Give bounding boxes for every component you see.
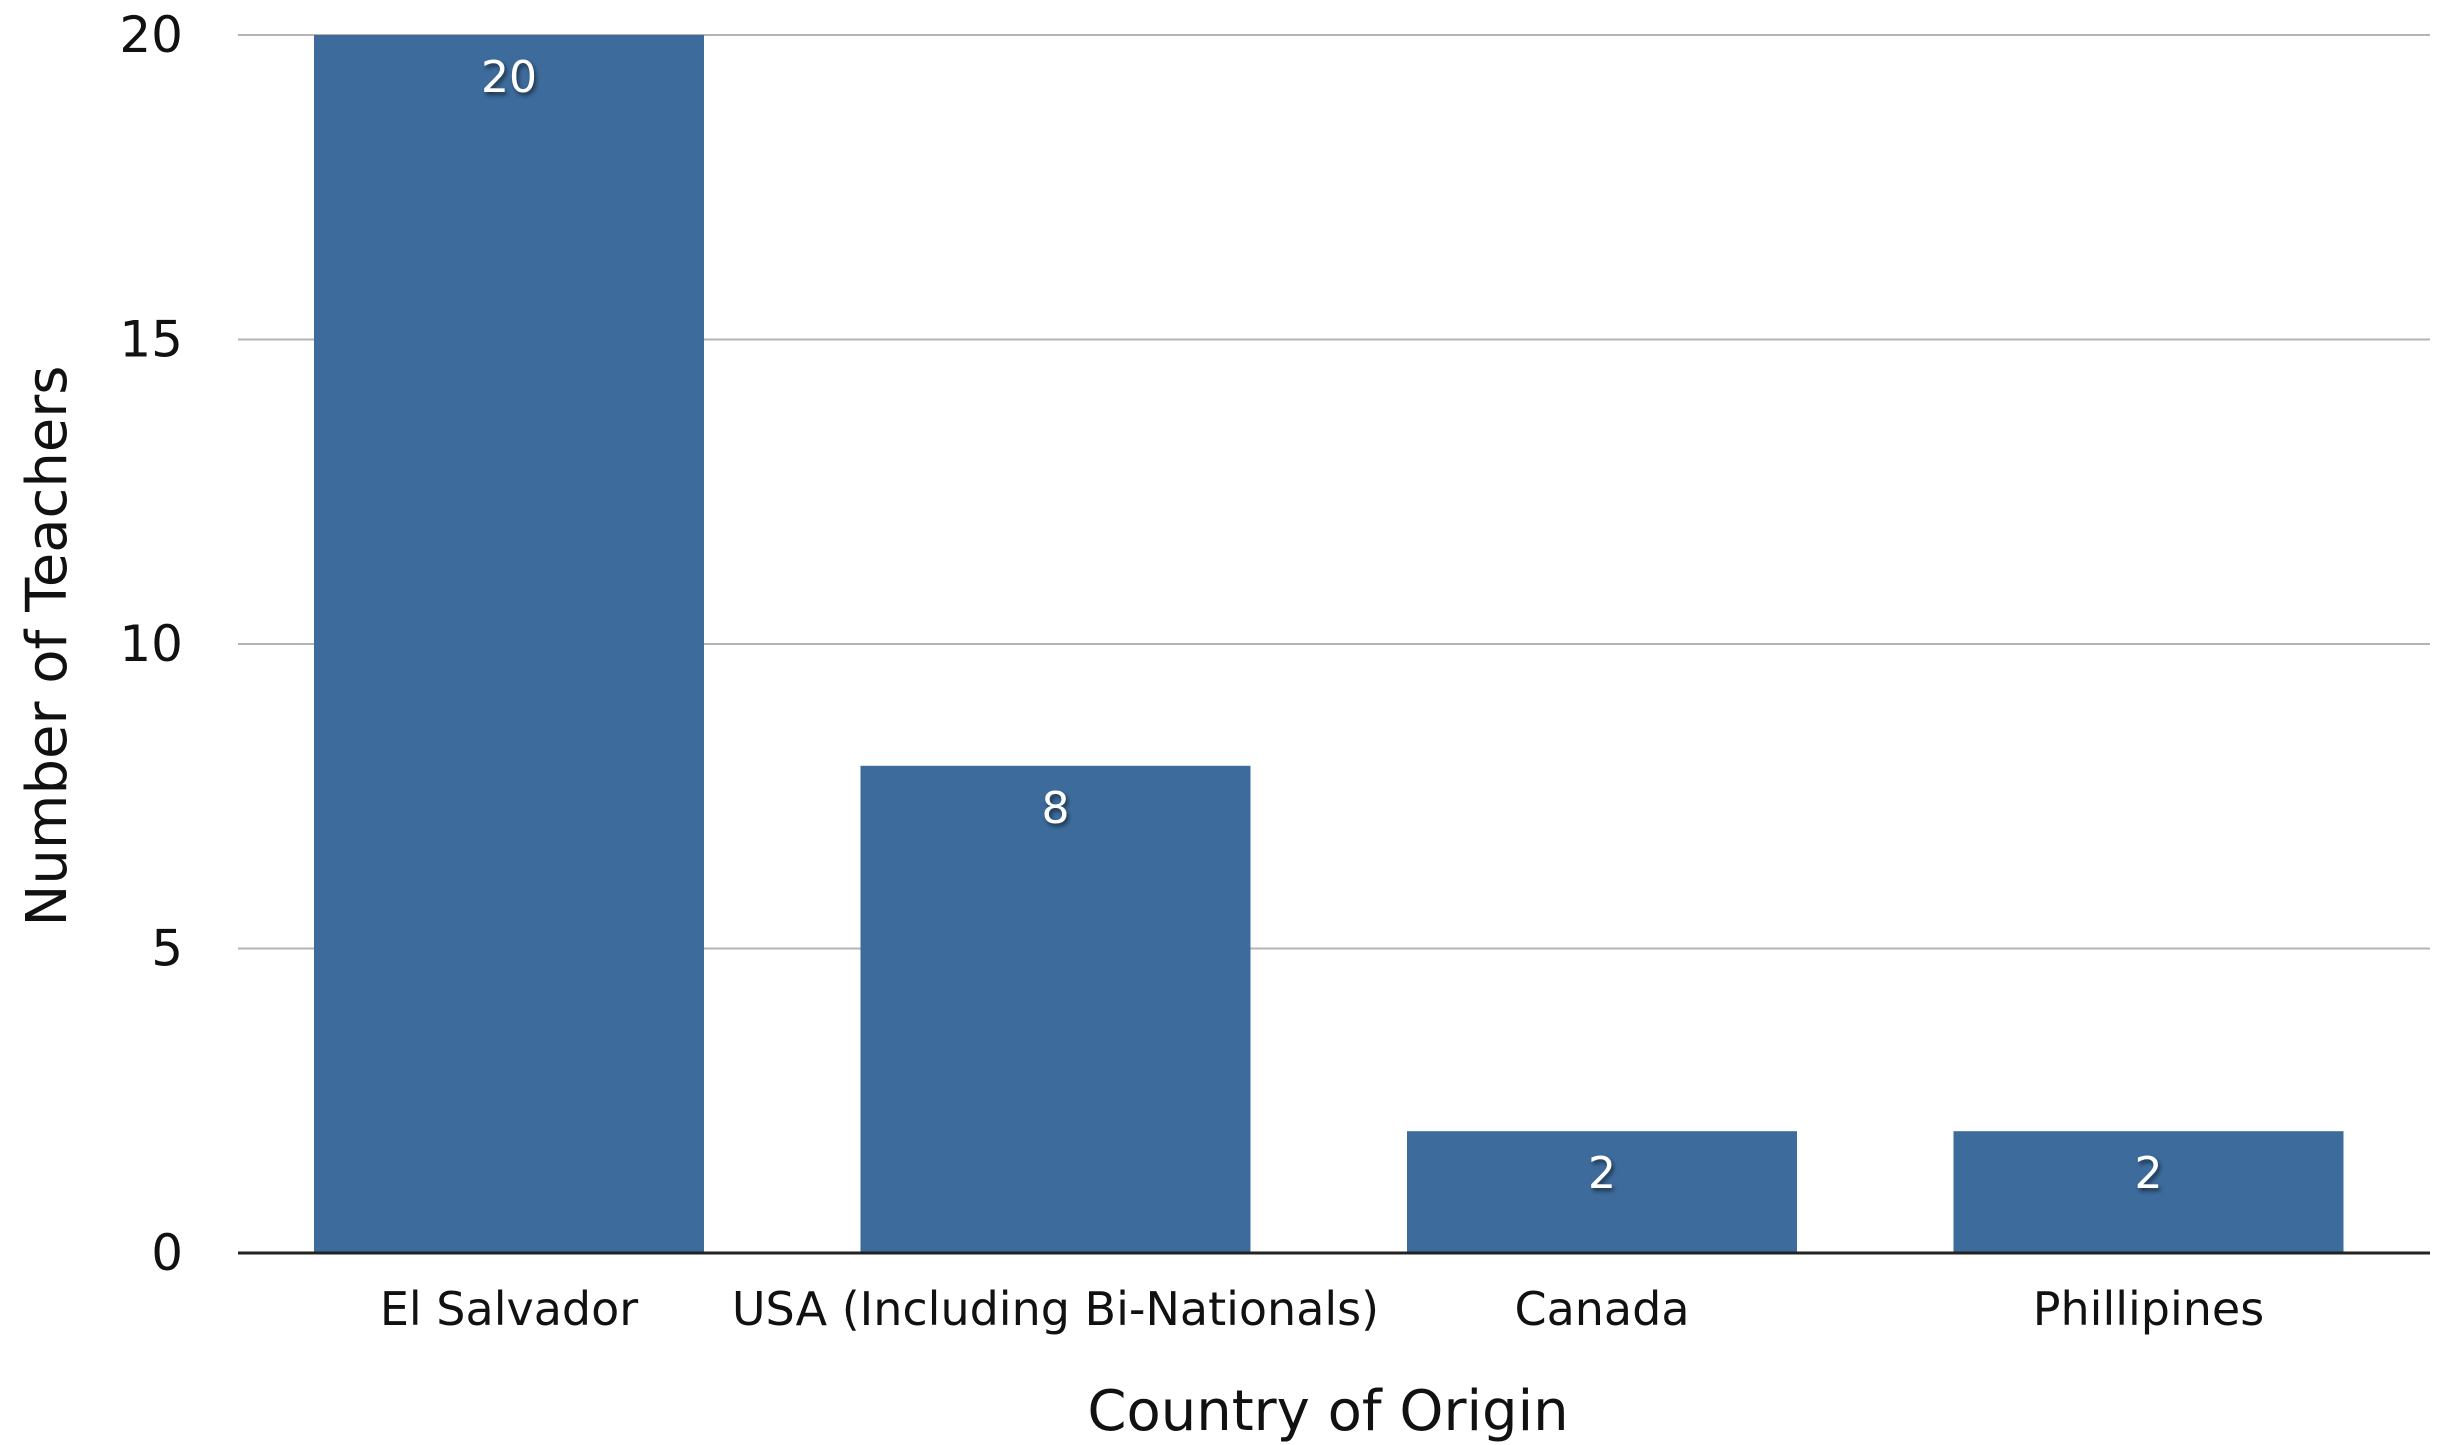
x-category-label-canada: Canada bbox=[1514, 1282, 1689, 1336]
data-label-phillipines: 2 bbox=[2135, 1148, 2163, 1199]
bar-phillipines bbox=[1953, 1131, 2344, 1253]
bar-canada bbox=[1407, 1131, 1797, 1253]
y-tick-label-10: 10 bbox=[119, 615, 183, 673]
x-category-label-usa-including-bi-nationals: USA (Including Bi-Nationals) bbox=[732, 1282, 1379, 1336]
x-axis-title: Country of Origin bbox=[1087, 1379, 1568, 1444]
bar-el-salvador bbox=[314, 35, 704, 1253]
bar-usa-including-bi-nationals bbox=[860, 765, 1251, 1253]
bars bbox=[314, 35, 2344, 1253]
data-label-canada: 2 bbox=[1588, 1148, 1616, 1199]
x-axis-categories: El Salvador USA (Including Bi-Nationals) C… bbox=[380, 1282, 2264, 1336]
data-labels: 20 8 2 2 bbox=[481, 52, 2163, 1199]
y-tick-label-5: 5 bbox=[151, 920, 183, 978]
y-axis-title: Number of Teachers bbox=[15, 366, 80, 927]
data-label-usa-including-bi-nationals: 8 bbox=[1042, 783, 1070, 834]
y-tick-label-0: 0 bbox=[151, 1224, 183, 1282]
x-category-label-el-salvador: El Salvador bbox=[380, 1282, 638, 1336]
y-axis-ticks: 0 5 10 15 20 bbox=[119, 6, 183, 1282]
x-category-label-phillipines: Phillipines bbox=[2033, 1282, 2264, 1336]
y-tick-label-20: 20 bbox=[119, 6, 183, 64]
data-label-el-salvador: 20 bbox=[481, 52, 537, 103]
y-tick-label-15: 15 bbox=[119, 311, 183, 369]
